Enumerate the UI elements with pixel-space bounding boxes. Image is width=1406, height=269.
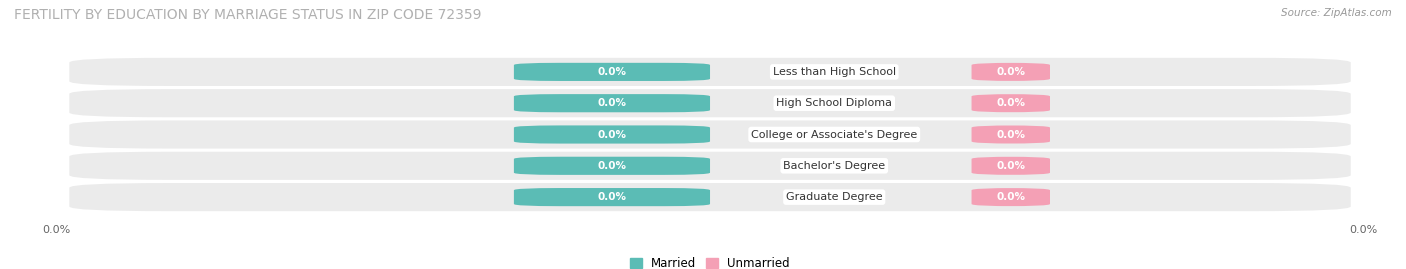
- FancyBboxPatch shape: [972, 188, 1050, 206]
- FancyBboxPatch shape: [972, 157, 1050, 175]
- Text: Bachelor's Degree: Bachelor's Degree: [783, 161, 886, 171]
- Legend: Married, Unmarried: Married, Unmarried: [630, 257, 790, 269]
- FancyBboxPatch shape: [515, 125, 710, 144]
- Text: College or Associate's Degree: College or Associate's Degree: [751, 129, 917, 140]
- FancyBboxPatch shape: [69, 89, 1351, 117]
- FancyBboxPatch shape: [972, 94, 1050, 112]
- Text: 0.0%: 0.0%: [598, 67, 627, 77]
- FancyBboxPatch shape: [69, 152, 1351, 180]
- Text: 0.0%: 0.0%: [598, 98, 627, 108]
- Text: 0.0%: 0.0%: [997, 98, 1025, 108]
- FancyBboxPatch shape: [515, 63, 710, 81]
- Text: Graduate Degree: Graduate Degree: [786, 192, 883, 202]
- Text: Less than High School: Less than High School: [773, 67, 896, 77]
- Text: 0.0%: 0.0%: [997, 192, 1025, 202]
- Text: Source: ZipAtlas.com: Source: ZipAtlas.com: [1281, 8, 1392, 18]
- FancyBboxPatch shape: [69, 121, 1351, 148]
- Text: 0.0%: 0.0%: [598, 161, 627, 171]
- Text: 0.0%: 0.0%: [997, 161, 1025, 171]
- FancyBboxPatch shape: [69, 58, 1351, 86]
- FancyBboxPatch shape: [515, 188, 710, 206]
- FancyBboxPatch shape: [972, 125, 1050, 144]
- Text: High School Diploma: High School Diploma: [776, 98, 893, 108]
- FancyBboxPatch shape: [515, 157, 710, 175]
- Text: 0.0%: 0.0%: [598, 192, 627, 202]
- FancyBboxPatch shape: [69, 183, 1351, 211]
- Text: FERTILITY BY EDUCATION BY MARRIAGE STATUS IN ZIP CODE 72359: FERTILITY BY EDUCATION BY MARRIAGE STATU…: [14, 8, 482, 22]
- FancyBboxPatch shape: [972, 63, 1050, 81]
- Text: 0.0%: 0.0%: [997, 67, 1025, 77]
- Text: 0.0%: 0.0%: [997, 129, 1025, 140]
- Text: 0.0%: 0.0%: [598, 129, 627, 140]
- FancyBboxPatch shape: [515, 94, 710, 112]
